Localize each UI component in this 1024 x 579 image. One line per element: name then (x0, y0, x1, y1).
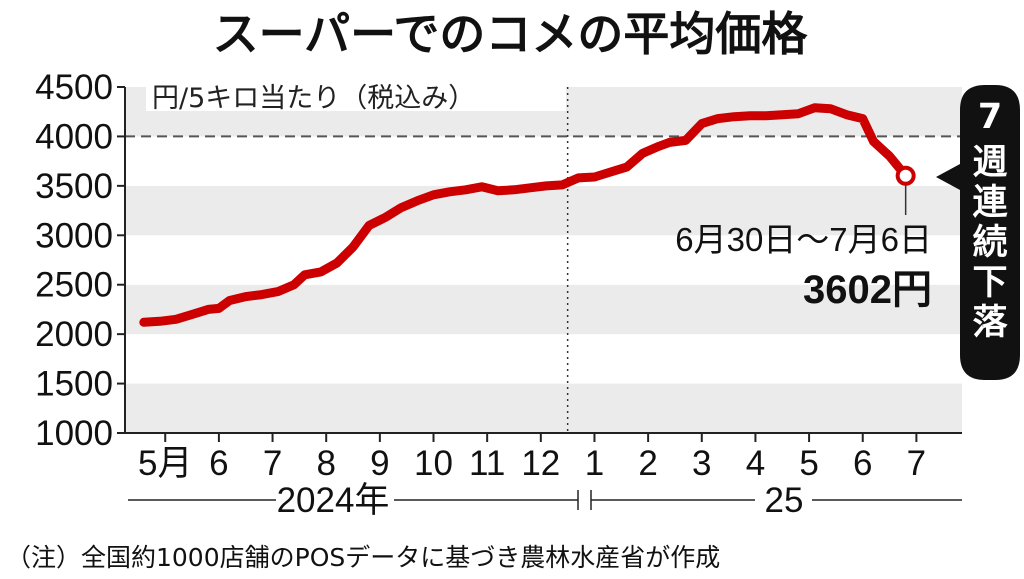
x-tick-label-6: 11 (469, 444, 505, 483)
x-axis-ticks: 5月 6 7 8 9 10 11 12 1 2 3 4 5 6 7 (138, 433, 926, 483)
badge-background (936, 85, 1020, 380)
year-bracket-2025: 25 (590, 481, 962, 520)
band-1500-2000 (125, 334, 962, 384)
badge-char-0: 週 (972, 143, 1007, 183)
band-3000-3500 (125, 185, 962, 236)
band-3500-4000 (125, 136, 962, 186)
y-tick-label-2500: 2500 (35, 266, 113, 305)
x-tick-label-0: 5月 (138, 444, 192, 483)
y-tick-label-4500: 4500 (35, 68, 113, 107)
band-1000-1500 (125, 383, 962, 433)
y-tick-label-1000: 1000 (35, 414, 113, 453)
chart-title: スーパーでのコメの平均価格 (213, 7, 809, 61)
band-2500-3000 (125, 235, 962, 285)
badge-char-4: 落 (972, 303, 1008, 343)
x-tick-label-12: 5 (799, 444, 818, 483)
year-bracket-2024: 2024年 (128, 481, 579, 520)
y-tick-label-2000: 2000 (35, 315, 113, 354)
y-tick-label-1500: 1500 (35, 365, 113, 404)
y-tick-label-4000: 4000 (35, 117, 113, 156)
x-tick-label-1: 6 (209, 444, 228, 483)
x-tick-label-8: 1 (585, 444, 604, 483)
x-tick-label-5: 10 (414, 444, 453, 483)
unit-label-background (146, 71, 566, 111)
badge-char-3: 下 (972, 263, 1007, 303)
x-tick-label-2: 7 (263, 444, 282, 483)
x-tick-label-9: 2 (638, 444, 657, 483)
x-tick-label-14: 7 (907, 444, 926, 483)
badge-char-2: 続 (972, 223, 1007, 263)
background-bands (125, 87, 962, 433)
y-axis-ticks: 1000 1500 2000 2500 3000 3500 4000 4500 (35, 68, 125, 453)
series-line-price (139, 103, 911, 327)
year-label-2025: 25 (765, 481, 804, 520)
badge-char-1: 連 (972, 183, 1008, 223)
badge-number: 7 (978, 97, 1002, 137)
y-tick-label-3000: 3000 (35, 216, 113, 255)
x-tick-label-3: 8 (316, 444, 335, 483)
x-tick-label-11: 4 (746, 444, 765, 483)
x-tick-label-7: 12 (521, 444, 560, 483)
x-tick-label-10: 3 (692, 444, 711, 483)
annotation-date: 6月30日〜7月6日 (675, 221, 932, 258)
annotation-price: 3602円 (803, 268, 932, 312)
year-label-2024: 2024年 (277, 481, 390, 520)
y-tick-label-3500: 3500 (35, 167, 113, 206)
latest-data-point (895, 165, 916, 186)
x-tick-label-13: 6 (853, 444, 872, 483)
x-tick-label-4: 9 (370, 444, 389, 483)
source-note: （注）全国約1000店舗のPOSデータに基づき農林水産省が作成 (6, 543, 720, 572)
unit-label: 円/5キロ当たり（税込み） (152, 83, 475, 114)
